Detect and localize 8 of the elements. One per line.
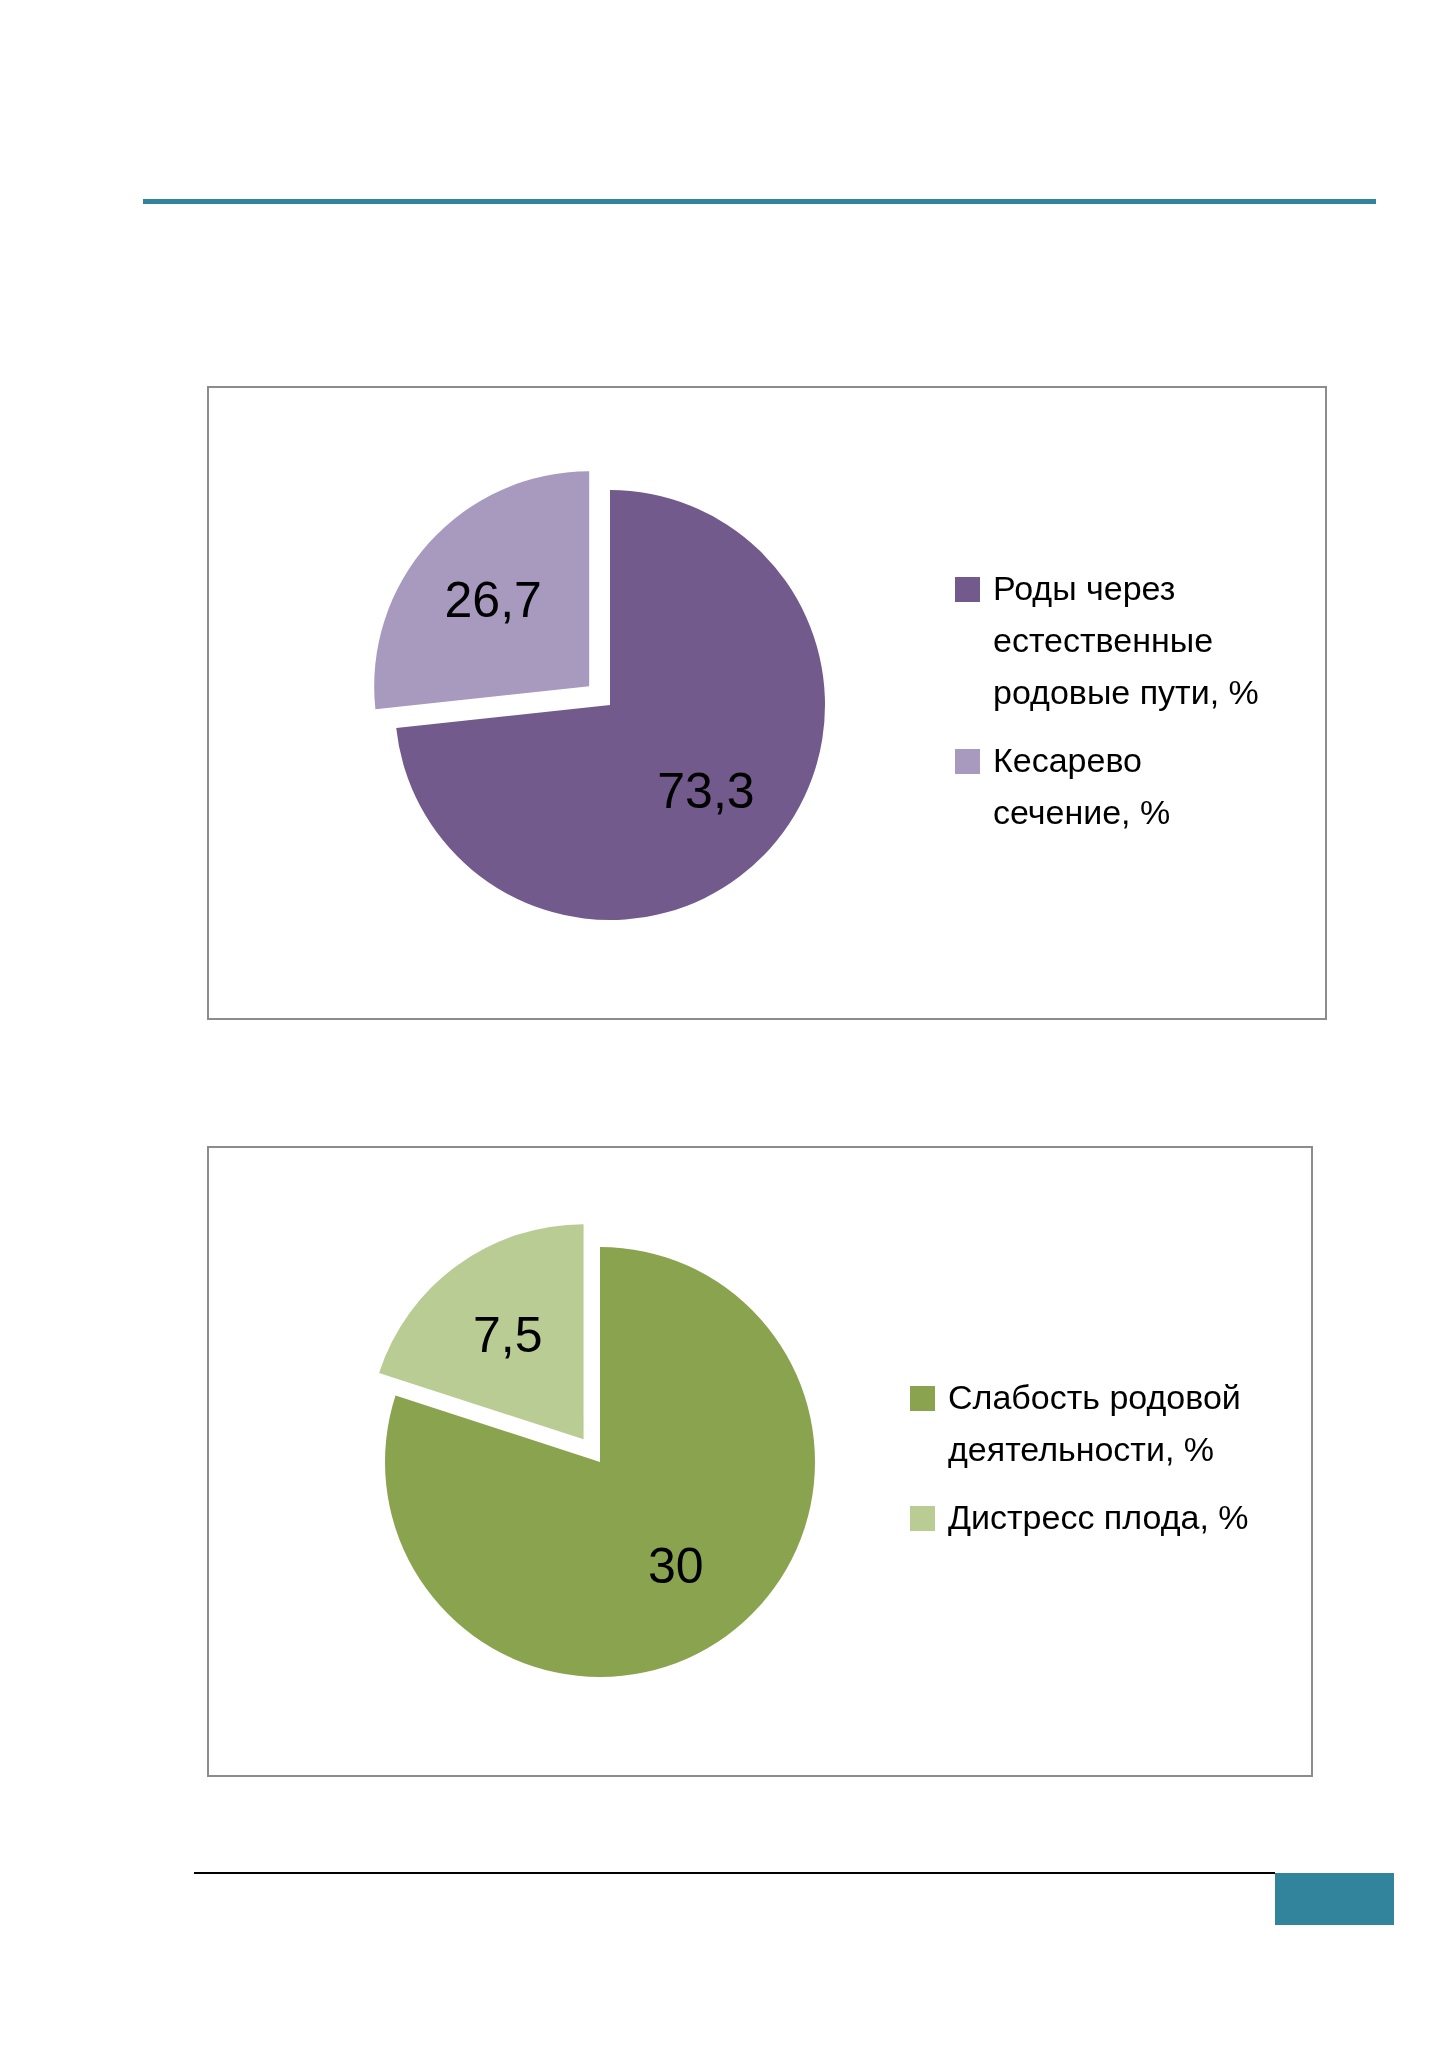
legend-label: Дистресс плода, %: [948, 1498, 1249, 1536]
data-label: 30: [648, 1538, 704, 1595]
data-label: 7,5: [472, 1306, 543, 1363]
legend-label: Слабость родовой деятельности, %: [948, 1378, 1241, 1468]
data-label: 73,3: [657, 763, 755, 820]
legend-label: Кесарево сечение, %: [993, 741, 1171, 831]
legend-label: Роды через естественные родовые пути, %: [993, 569, 1259, 711]
data-label: 26,7: [444, 572, 542, 629]
